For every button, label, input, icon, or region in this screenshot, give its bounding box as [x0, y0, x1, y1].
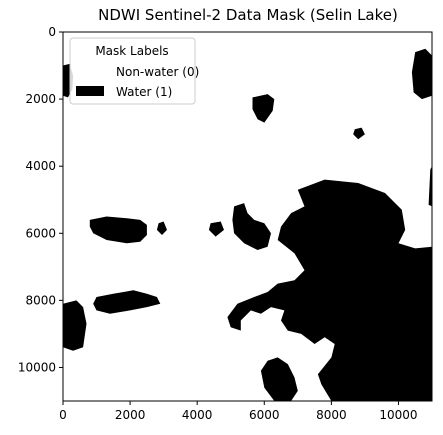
y-tick-label: 2000: [25, 92, 56, 106]
water-region-west-basin: [89, 216, 147, 244]
chart-title: NDWI Sentinel-2 Data Mask (Selin Lake): [98, 6, 398, 24]
y-tick-label: 4000: [25, 159, 56, 173]
water-region-main-lake: [227, 179, 432, 401]
water-region-south-central-blob: [260, 357, 298, 401]
water-region-small-pond-b: [208, 221, 224, 237]
water-region-central-ridge: [232, 203, 271, 250]
plot-frame: [62, 31, 433, 402]
x-axis: 0 2000 4000 6000 8000 10000: [59, 401, 418, 422]
legend: Mask Labels Non-water (0) Water (1): [69, 37, 199, 105]
plot-area: [62, 31, 433, 402]
water-region-small-pond-c: [156, 221, 167, 235]
y-tick-label: 6000: [25, 226, 56, 240]
x-tick-label: 10000: [379, 408, 417, 422]
x-tick-label: 6000: [249, 408, 280, 422]
x-tick-label: 2000: [115, 408, 146, 422]
y-tick-label: 8000: [25, 293, 56, 307]
x-tick-label: 4000: [182, 408, 213, 422]
water-region-east-notch: [428, 166, 432, 207]
y-tick-label: 0: [48, 25, 56, 39]
water-region-small-pond-a: [353, 127, 365, 140]
x-tick-label: 8000: [316, 408, 347, 422]
water-region-north-central-pond: [252, 94, 275, 123]
legend-swatch-water: [76, 86, 104, 96]
water-region-south-west-strip: [93, 290, 161, 314]
legend-label-water: Water (1): [116, 85, 172, 99]
water-region-left-edge-south: [63, 300, 87, 351]
water-region-northeast-lobe: [411, 48, 432, 100]
legend-swatch-non-water: [76, 66, 104, 76]
legend-label-non-water: Non-water (0): [116, 65, 199, 79]
x-tick-label: 0: [59, 408, 67, 422]
legend-title: Mask Labels: [95, 44, 168, 58]
y-axis: 0 2000 4000 6000 8000 10000: [18, 25, 63, 374]
y-tick-label: 10000: [18, 360, 56, 374]
water-mask-regions: [63, 48, 432, 401]
